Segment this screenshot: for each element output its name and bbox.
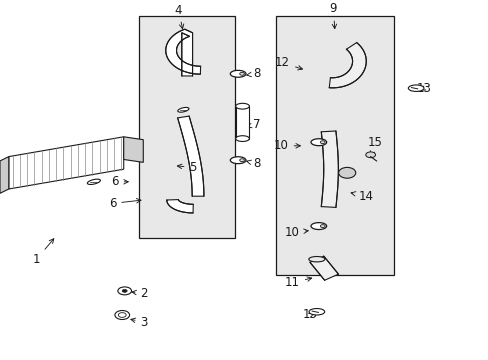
- Text: 10: 10: [285, 226, 307, 239]
- Polygon shape: [166, 199, 193, 213]
- Text: 13: 13: [416, 82, 431, 95]
- Bar: [276, 16, 393, 275]
- Polygon shape: [9, 137, 123, 189]
- Text: 5: 5: [177, 161, 197, 174]
- Ellipse shape: [230, 70, 245, 77]
- Ellipse shape: [407, 85, 423, 91]
- Ellipse shape: [310, 139, 326, 146]
- Text: 6: 6: [108, 197, 141, 210]
- Text: 12: 12: [275, 57, 302, 70]
- Ellipse shape: [310, 222, 326, 230]
- Ellipse shape: [320, 141, 325, 144]
- Text: 8: 8: [246, 157, 260, 170]
- Text: 8: 8: [246, 67, 260, 80]
- Bar: [139, 16, 234, 238]
- Text: 9: 9: [329, 3, 337, 29]
- Polygon shape: [309, 256, 338, 280]
- Polygon shape: [177, 116, 203, 196]
- Ellipse shape: [122, 289, 127, 292]
- Text: 11: 11: [285, 276, 311, 289]
- Polygon shape: [328, 42, 366, 88]
- Ellipse shape: [87, 179, 100, 184]
- Polygon shape: [0, 157, 9, 193]
- Ellipse shape: [118, 312, 126, 318]
- Ellipse shape: [235, 136, 249, 141]
- Text: 7: 7: [246, 118, 260, 131]
- Text: 4: 4: [174, 4, 183, 29]
- Text: 13: 13: [303, 309, 317, 321]
- Ellipse shape: [239, 159, 244, 162]
- Bar: [235, 106, 249, 139]
- Text: 10: 10: [273, 139, 300, 152]
- Text: 1: 1: [33, 239, 54, 266]
- Ellipse shape: [235, 103, 249, 109]
- Polygon shape: [165, 29, 200, 76]
- Ellipse shape: [178, 107, 188, 112]
- Ellipse shape: [365, 152, 375, 158]
- Text: 15: 15: [367, 136, 382, 156]
- Text: 3: 3: [131, 316, 148, 329]
- Ellipse shape: [115, 310, 129, 320]
- Text: 2: 2: [132, 287, 148, 300]
- Ellipse shape: [338, 167, 355, 178]
- Ellipse shape: [118, 287, 131, 295]
- Ellipse shape: [230, 157, 245, 164]
- Text: 6: 6: [111, 175, 128, 188]
- Text: 14: 14: [350, 190, 372, 203]
- Ellipse shape: [308, 309, 324, 315]
- Ellipse shape: [320, 225, 325, 228]
- Polygon shape: [123, 137, 143, 162]
- Polygon shape: [321, 131, 338, 207]
- Ellipse shape: [308, 256, 324, 262]
- Ellipse shape: [239, 72, 244, 75]
